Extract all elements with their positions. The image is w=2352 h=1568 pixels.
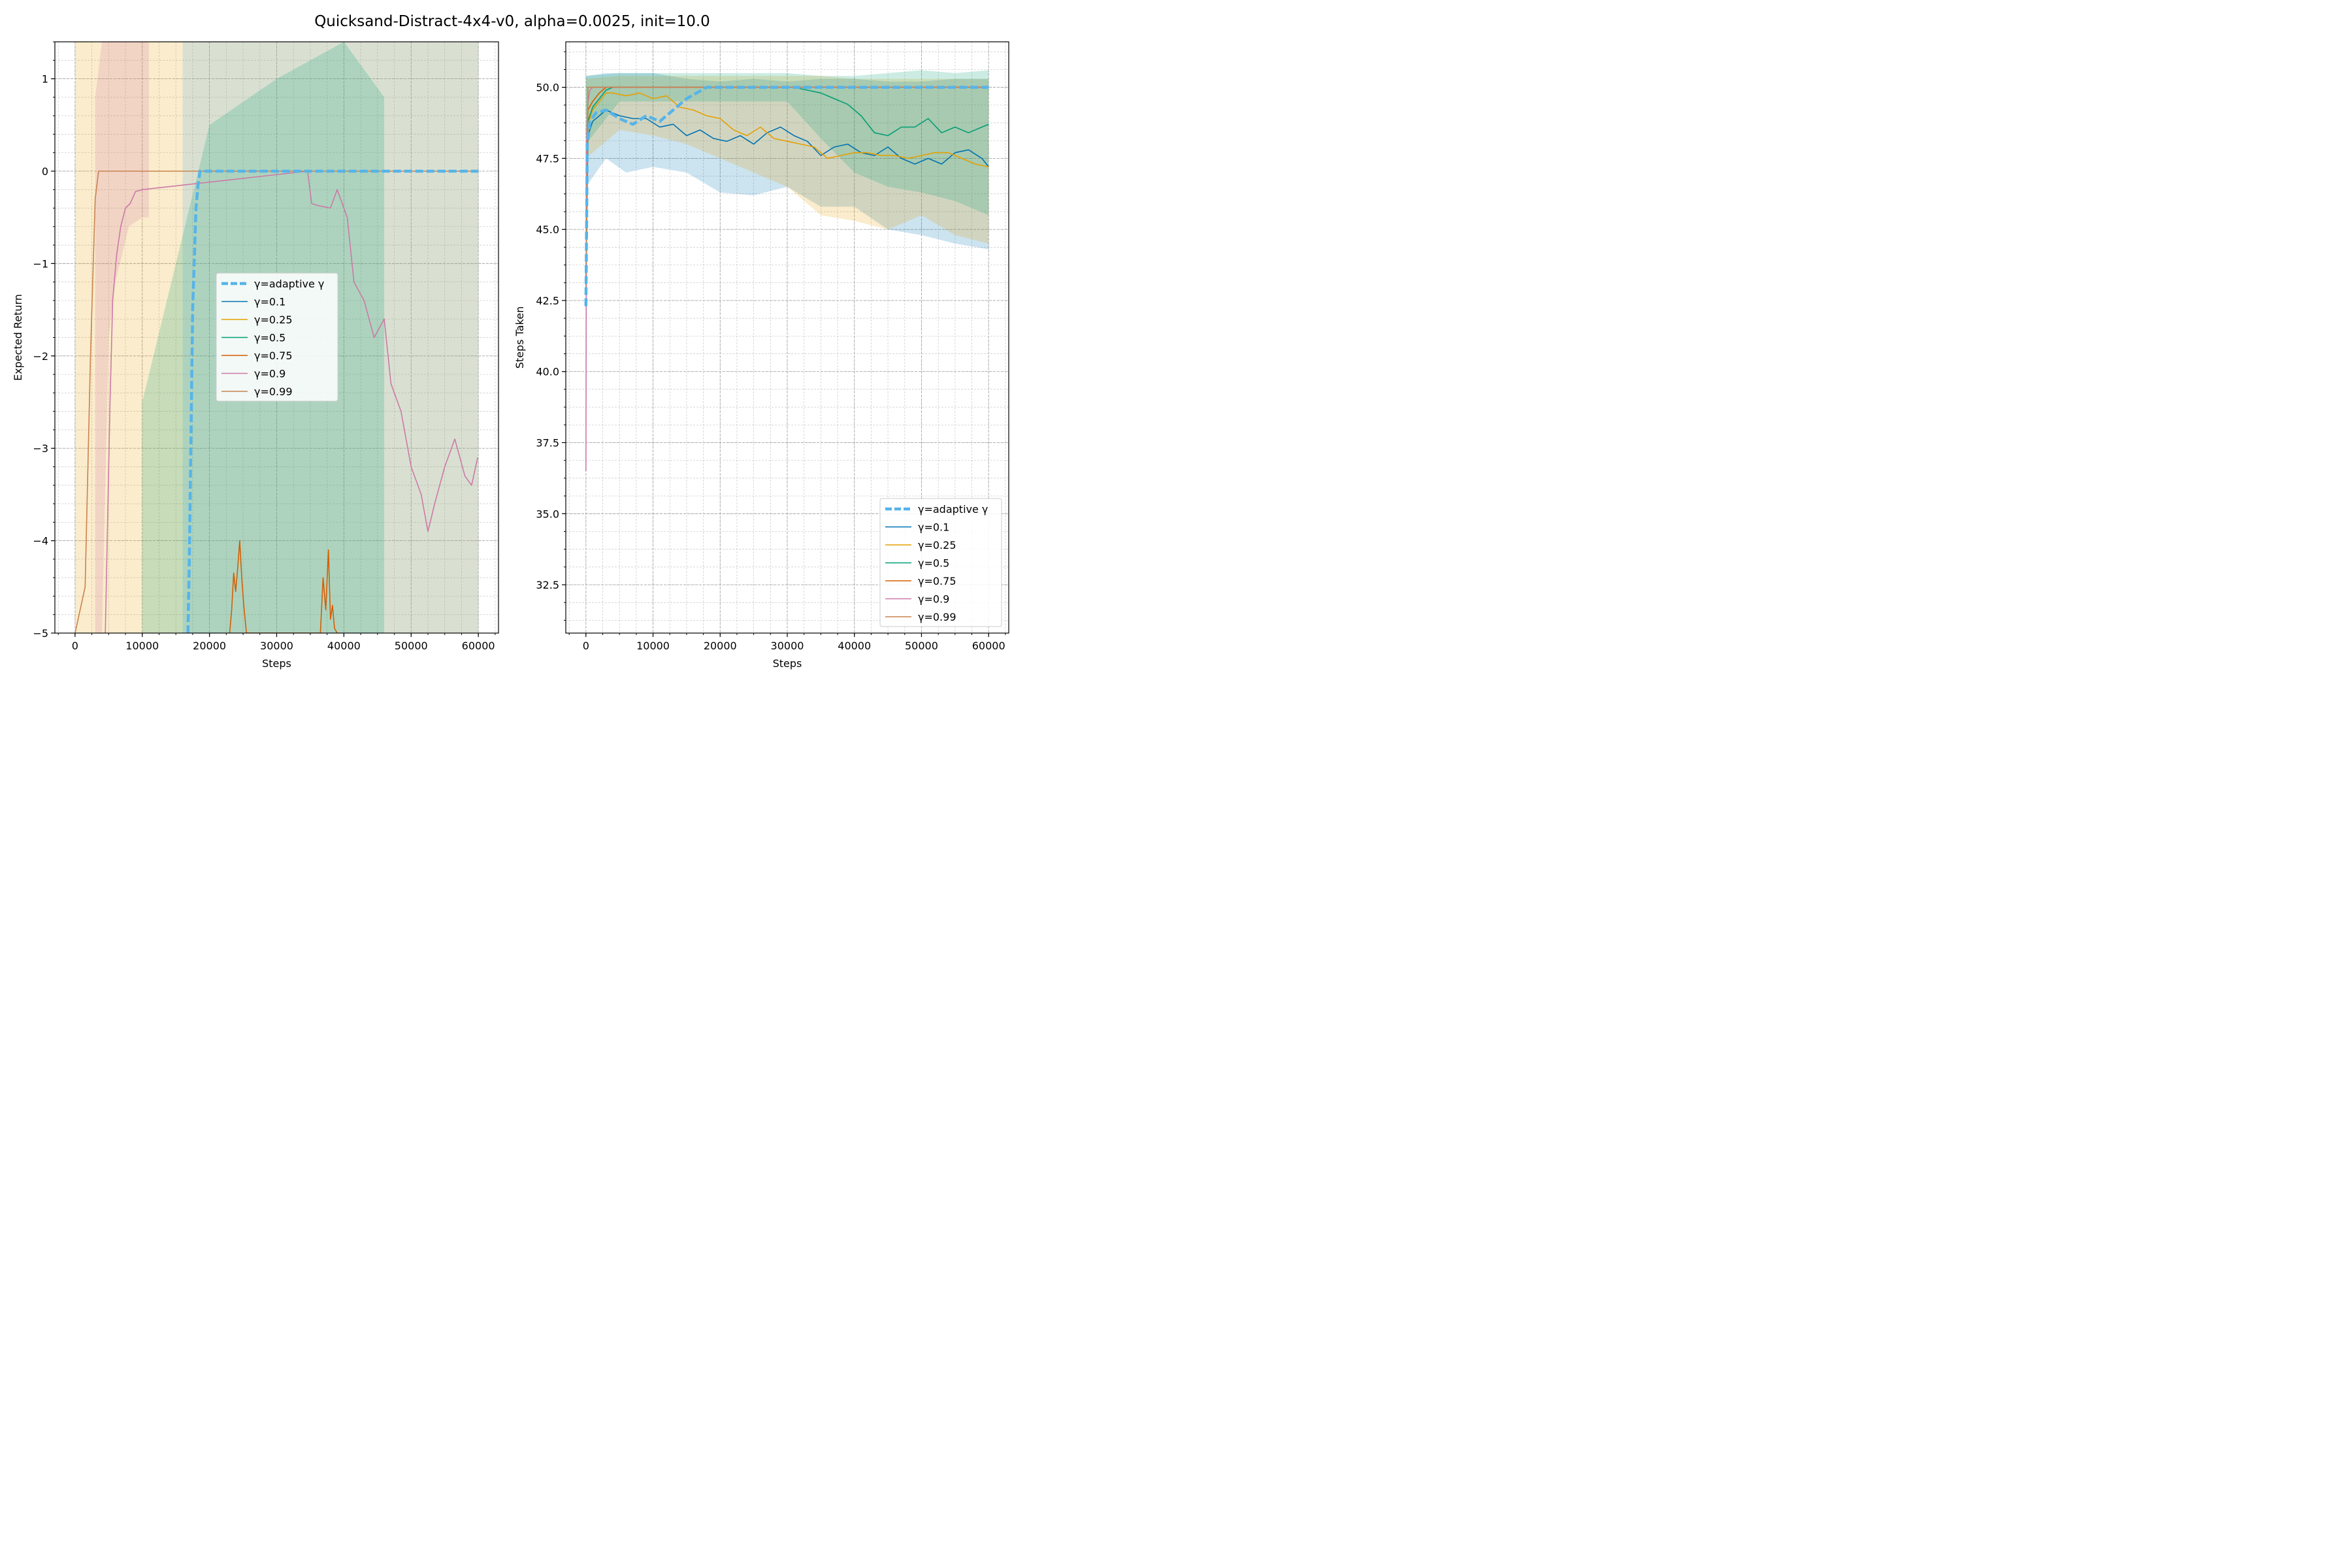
- series-line-adaptive: [186, 169, 479, 633]
- legend-label: γ=0.9: [254, 368, 286, 380]
- series-lines: [584, 86, 989, 472]
- right-chart: 0 10000 20000 30000 40000 50000 60000 32.5 35.0 3…: [514, 41, 1009, 670]
- band-g05: [585, 70, 989, 216]
- y-tick-label: −5: [33, 627, 48, 640]
- x-tick-label: 20000: [193, 640, 226, 652]
- y-tick-label: 32.5: [536, 579, 559, 591]
- legend-label: γ=0.25: [254, 314, 293, 326]
- legend-label: γ=0.1: [254, 296, 286, 308]
- x-tick-label: 60000: [462, 640, 495, 652]
- y-tick-label: −2: [33, 350, 48, 363]
- legend-label: γ=0.99: [918, 611, 956, 623]
- x-tick-label: 0: [72, 640, 78, 652]
- legend-label: γ=0.9: [918, 593, 949, 606]
- x-tick-label: 10000: [636, 640, 670, 652]
- x-tick-label: 30000: [260, 640, 293, 652]
- series-line-g075: [229, 540, 338, 633]
- series-lines: [74, 169, 479, 633]
- series-line-g09: [105, 171, 478, 633]
- series-line-g05: [585, 86, 989, 287]
- y-axis-label: Steps Taken: [514, 306, 526, 368]
- y-tick-label: 37.5: [536, 436, 559, 449]
- y-tick-label: 42.5: [536, 295, 559, 307]
- legend-label: γ=adaptive γ: [918, 503, 988, 515]
- y-tick-label: −4: [33, 535, 48, 547]
- x-tick-label: 40000: [327, 640, 361, 652]
- legend-label: γ=adaptive γ: [254, 278, 324, 290]
- ticks: 0 10000 20000 30000 40000 50000 60000 32.5 35.0 3…: [536, 51, 1006, 652]
- y-tick-label: 1: [42, 73, 48, 86]
- legend-label: γ=0.1: [918, 521, 949, 534]
- legend-label: γ=0.99: [254, 385, 293, 398]
- x-tick-label: 30000: [771, 640, 804, 652]
- left-chart: 0 10000 20000 30000 40000 50000 60000 −5 −4 −3 −2 −…: [12, 41, 499, 670]
- x-tick-label: 50000: [905, 640, 938, 652]
- x-tick-label: 20000: [704, 640, 737, 652]
- legend-label: γ=0.75: [254, 350, 293, 362]
- y-tick-label: −1: [33, 257, 48, 270]
- figure: Quicksand-Distract-4x4-v0, alpha=0.0025,…: [12, 13, 1009, 670]
- y-axis-label: Expected Return: [12, 294, 24, 381]
- series-line-g099: [74, 171, 479, 633]
- y-tick-label: 47.5: [536, 152, 559, 165]
- x-tick-label: 50000: [395, 640, 428, 652]
- y-tick-label: 45.0: [536, 223, 559, 236]
- confidence-bands: [585, 70, 989, 250]
- y-tick-label: 0: [42, 165, 48, 178]
- x-axis-label: Steps: [773, 657, 802, 670]
- legend-box: [879, 498, 1002, 627]
- x-tick-label: 10000: [125, 640, 159, 652]
- y-tick-label: −3: [33, 442, 48, 455]
- x-tick-label: 0: [583, 640, 589, 652]
- figure-title: Quicksand-Distract-4x4-v0, alpha=0.0025,…: [314, 13, 710, 30]
- legend-box: [216, 272, 338, 402]
- legend-label: γ=0.25: [918, 539, 956, 551]
- y-tick-label: 35.0: [536, 508, 559, 520]
- band-g025: [585, 76, 989, 244]
- series-line-g025: [585, 92, 989, 287]
- y-tick-label: 40.0: [536, 366, 559, 378]
- legend-label: γ=0.5: [918, 557, 949, 570]
- legend-label: γ=0.75: [918, 575, 956, 587]
- series-line-g099: [585, 86, 989, 287]
- band-g09: [95, 42, 149, 633]
- legend-label: γ=0.5: [254, 332, 286, 344]
- y-tick-label: 50.0: [536, 82, 559, 94]
- ticks: 0 10000 20000 30000 40000 50000 60000 −5 −4 −3 −2 −…: [33, 41, 496, 652]
- band-g01: [585, 73, 989, 250]
- x-tick-label: 60000: [972, 640, 1005, 652]
- x-axis-label: Steps: [262, 657, 291, 670]
- legend: γ=adaptive γ γ=0.1 γ=0.25 γ=0.5 γ=0.75 γ=0.9 γ…: [879, 498, 1002, 627]
- x-tick-label: 40000: [838, 640, 871, 652]
- legend: γ=adaptive γ γ=0.1 γ=0.25 γ=0.5 γ=0.75 γ=0.9 γ…: [216, 272, 338, 402]
